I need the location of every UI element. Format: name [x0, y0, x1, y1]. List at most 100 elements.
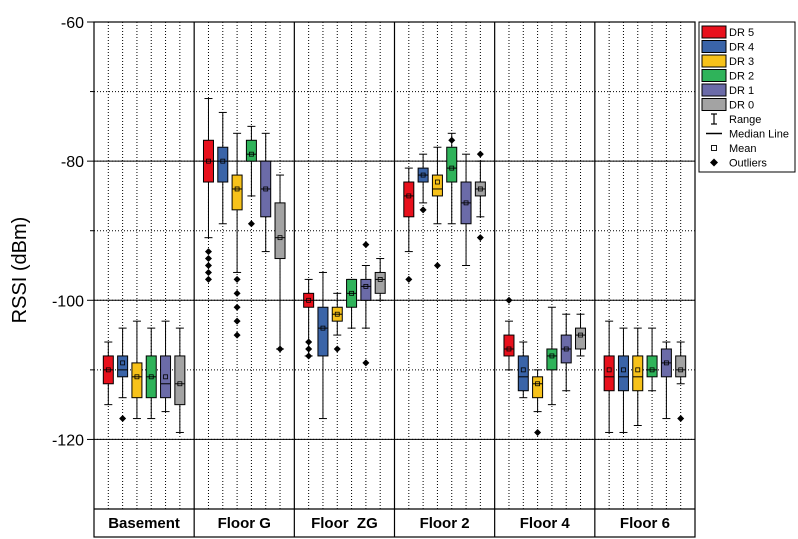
- axes: -60 -80 -100 -120 Basement Floor G Floor ZG Flo…: [52, 15, 696, 538]
- outlier-point: [233, 275, 241, 283]
- box-iqr: [617, 355, 629, 392]
- mean-marker: [649, 367, 655, 373]
- box-iqr: [160, 355, 172, 399]
- mean-marker: [148, 374, 154, 380]
- box-dr5-5: [603, 320, 615, 433]
- box-dr3-1: [231, 132, 243, 339]
- mean-marker: [234, 186, 240, 192]
- mean-marker: [635, 367, 641, 373]
- legend-swatch: [701, 83, 727, 97]
- box-dr1-0: [160, 320, 172, 413]
- mean-marker: [678, 367, 684, 373]
- box-iqr: [546, 348, 558, 371]
- box-iqr: [131, 362, 143, 399]
- mean-marker: [520, 367, 526, 373]
- outlier-point: [204, 248, 212, 256]
- category-label: Floor 6: [620, 515, 670, 532]
- outlier-point: [362, 241, 370, 249]
- mean-marker: [449, 165, 455, 171]
- box-dr2-4: [546, 306, 558, 406]
- outlier-point: [247, 220, 255, 228]
- outlier-point: [233, 289, 241, 297]
- legend-label: DR 4: [729, 42, 754, 54]
- box-dr1-4: [560, 313, 572, 392]
- box-iqr: [503, 334, 515, 357]
- mean-marker: [563, 346, 569, 352]
- legend-label: DR 5: [729, 27, 754, 39]
- box-dr2-5: [646, 327, 658, 392]
- mean-marker: [134, 374, 140, 380]
- outlier-point: [119, 415, 127, 423]
- box-dr0-4: [575, 313, 587, 357]
- outlier-point: [204, 255, 212, 263]
- mean-marker: [263, 186, 269, 192]
- box-dr5-2: [303, 278, 315, 360]
- legend-label: Mean: [729, 143, 757, 155]
- y-tick-label: -60: [61, 15, 84, 32]
- mean-marker: [363, 283, 369, 289]
- legend-label: DR 3: [729, 56, 754, 68]
- legend-label: Range: [729, 114, 761, 126]
- outlier-point: [433, 262, 441, 269]
- mean-marker: [377, 277, 383, 282]
- box-iqr: [374, 271, 386, 294]
- legend-label: Median Line: [729, 129, 789, 141]
- mean-marker: [477, 186, 483, 192]
- box-iqr: [532, 376, 544, 399]
- box-iqr: [317, 306, 329, 357]
- box-dr4-3: [417, 153, 429, 214]
- legend-swatch: [701, 69, 727, 82]
- outlier-point: [204, 268, 212, 276]
- mean-marker: [306, 297, 312, 303]
- box-dr0-3: [474, 150, 486, 242]
- box-dr4-0: [117, 327, 129, 423]
- box-iqr: [403, 181, 415, 218]
- box-iqr: [603, 355, 615, 392]
- box-dr5-1: [202, 98, 214, 283]
- mean-marker: [463, 200, 469, 206]
- box-dr2-3: [446, 132, 458, 225]
- box-dr1-5: [660, 341, 672, 420]
- mean-marker: [177, 381, 183, 387]
- box-iqr: [446, 146, 458, 183]
- outlier-point: [305, 338, 313, 346]
- legend-swatch: [701, 98, 727, 111]
- mean-marker: [206, 158, 211, 164]
- outlier-point: [476, 234, 484, 242]
- mean-marker: [606, 367, 612, 373]
- box-dr1-3: [460, 153, 472, 266]
- box-iqr: [274, 202, 286, 260]
- legend-label: DR 2: [729, 71, 754, 83]
- category-label: Floor 4: [520, 515, 571, 532]
- box-dr3-0: [131, 320, 143, 420]
- mean-marker: [320, 325, 326, 331]
- mean-marker: [420, 172, 426, 178]
- y-axis-label: RSSI (dBm): [9, 217, 31, 324]
- outlier-point: [233, 331, 241, 339]
- box-iqr: [517, 355, 529, 392]
- legend-label: DR 1: [729, 85, 754, 97]
- mean-marker: [663, 360, 669, 366]
- outlier-point: [305, 345, 313, 353]
- legend-swatch: [701, 40, 727, 53]
- outlier-point: [276, 345, 284, 353]
- mean-marker: [163, 374, 168, 380]
- box-iqr: [217, 146, 229, 183]
- y-tick-label: -80: [61, 154, 84, 171]
- mean-marker: [334, 311, 340, 317]
- outlier-point: [362, 359, 370, 367]
- box-dr5-0: [102, 341, 114, 406]
- mean-marker: [549, 353, 555, 359]
- box-iqr: [360, 278, 372, 301]
- legend-mean-icon: [711, 145, 717, 151]
- box-dr5-4: [503, 296, 515, 371]
- box-iqr: [632, 355, 644, 392]
- box-dr4-2: [317, 271, 329, 420]
- legend: DR 5 DR 4 DR 3 DR 2 DR 1 DR 0 Range Median Line…: [698, 21, 796, 173]
- y-tick-label: -120: [52, 432, 84, 449]
- mean-marker: [120, 360, 126, 366]
- legend-swatch: [701, 25, 727, 39]
- mean-marker: [349, 290, 354, 296]
- legend-outlier-icon: [710, 158, 718, 167]
- mean-marker: [506, 346, 512, 352]
